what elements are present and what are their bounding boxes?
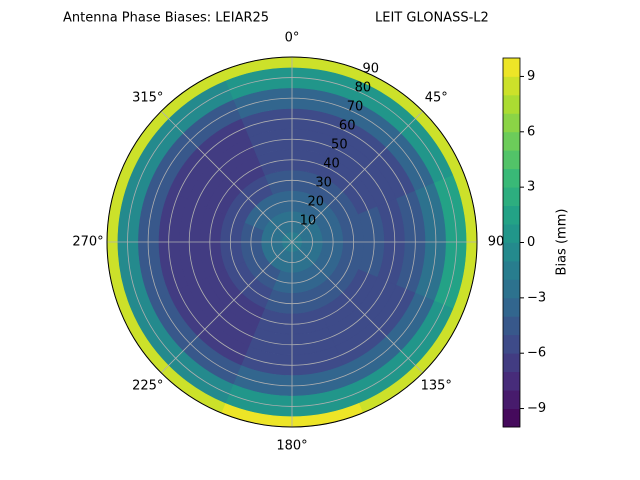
colorbar-level: [503, 150, 520, 170]
colorbar-level: [503, 131, 520, 151]
polar-frame: [106, 56, 478, 428]
r-tick-label: 50: [331, 138, 348, 153]
colorbar-level: [503, 113, 520, 133]
colorbar-label: Bias (mm): [555, 209, 570, 276]
colorbar-level: [503, 168, 520, 188]
r-tick-label: 20: [307, 195, 324, 210]
colorbar-level: [503, 316, 520, 336]
theta-tick-label: 180°: [276, 439, 307, 454]
colorbar-tick-label: −9: [527, 401, 546, 416]
chart-subtitle: LEIT GLONASS-L2: [375, 11, 489, 26]
theta-tick-label: 90: [488, 235, 505, 250]
chart-title: Antenna Phase Biases: LEIAR25: [63, 11, 269, 26]
r-tick-label: 40: [323, 157, 340, 172]
colorbar-level: [503, 205, 520, 225]
colorbar-level: [503, 297, 520, 317]
grid-spoke: [160, 241, 293, 374]
colorbar-level: [503, 58, 520, 77]
colorbar-tick-label: 3: [527, 180, 535, 195]
colorbar-tick-label: 6: [527, 124, 535, 139]
grid-spoke: [291, 110, 424, 243]
colorbar-level: [503, 390, 520, 409]
colorbar-tick-label: −6: [527, 346, 546, 361]
theta-tick-label: 315°: [132, 90, 163, 105]
r-tick-label: 30: [315, 176, 332, 191]
colorbar-tick-label: 0: [527, 235, 535, 250]
theta-tick-label: 270°: [72, 235, 103, 250]
grid-spoke: [291, 241, 424, 374]
colorbar-level: [503, 353, 520, 373]
theta-tick-label: 135°: [421, 379, 452, 394]
colorbar-level: [503, 76, 520, 96]
theta-tick-label: 45°: [425, 90, 448, 105]
colorbar-tick-label: 9: [527, 69, 535, 84]
r-tick-label: 70: [347, 100, 364, 115]
colorbar-level: [503, 242, 520, 262]
colorbar-level: [503, 279, 520, 299]
colorbar-level: [503, 224, 520, 243]
colorbar-level: [503, 371, 520, 391]
colorbar-level: [503, 187, 520, 206]
r-tick-label: 10: [300, 214, 317, 229]
theta-tick-label: 0°: [285, 31, 300, 46]
grid-spoke: [160, 110, 293, 243]
r-tick-label: 60: [339, 119, 356, 134]
theta-tick-label: 225°: [132, 379, 163, 394]
r-tick-label: 80: [355, 81, 372, 96]
colorbar-tick-label: −3: [527, 290, 546, 305]
colorbar-level: [503, 334, 520, 354]
colorbar-level: [503, 260, 520, 280]
colorbar-level: [503, 408, 520, 428]
colorbar-level: [503, 94, 520, 114]
